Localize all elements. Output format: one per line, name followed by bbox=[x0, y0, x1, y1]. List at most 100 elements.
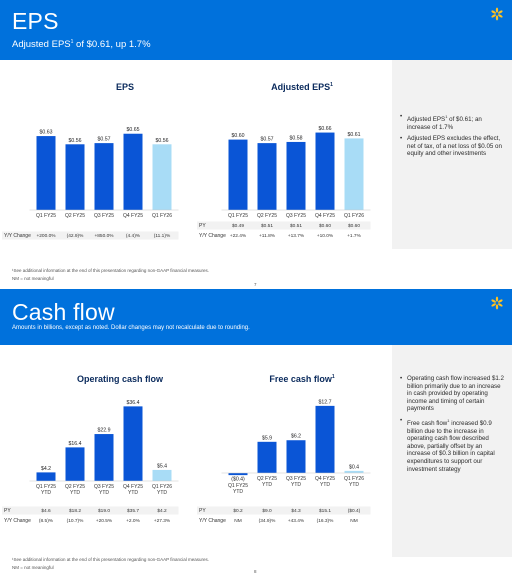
bullet-text: Free cash flow bbox=[407, 420, 448, 428]
table-cell: $19.0 bbox=[98, 508, 110, 514]
slide-subtitle: Amounts in billions, except as noted. Do… bbox=[12, 325, 250, 331]
bar bbox=[257, 143, 277, 210]
bar-value-label: $0.63 bbox=[40, 130, 53, 136]
bar bbox=[36, 136, 56, 210]
bar-value-label: ($0.4) bbox=[231, 477, 245, 483]
category-label: Q1 FY26 YTD bbox=[344, 476, 364, 488]
bar-value-label: $0.4 bbox=[349, 464, 359, 470]
bullet-text: Adjusted EPS bbox=[407, 116, 446, 124]
category-label: Q3 FY25 bbox=[94, 213, 114, 219]
slide-title: EPS bbox=[12, 8, 59, 34]
bullet-text: Operating cash flow increased $1.2 billi… bbox=[407, 375, 504, 413]
cash-flow-header: Cash flow bbox=[0, 289, 512, 345]
table-cell: $0.51 bbox=[290, 223, 302, 229]
bar-value-label: $22.9 bbox=[98, 428, 111, 434]
category-label: Q2 FY25 bbox=[65, 213, 85, 219]
bar-value-label: $5.4 bbox=[157, 463, 167, 469]
commentary-bullets: Adjusted EPS1 of $0.61; an increase of 1… bbox=[400, 113, 505, 162]
category-label: Q1 FY25 bbox=[36, 213, 56, 219]
nm-note: NM = not meaningful bbox=[12, 276, 54, 281]
category-label: Q3 FY25 bbox=[286, 213, 306, 219]
eps-header: EPS Adjusted EPS1 of $0.61, up 1.7% bbox=[0, 0, 512, 60]
eps-commentary-panel: Adjusted EPS1 of $0.61; an increase of 1… bbox=[392, 60, 512, 249]
commentary-bullet: Adjusted EPS1 of $0.61; an increase of 1… bbox=[400, 113, 505, 131]
category-label: Q1 FY26 bbox=[344, 213, 364, 219]
subtitle-text: of $0.61, up 1.7% bbox=[73, 39, 151, 51]
spark-petal bbox=[491, 299, 496, 303]
table-cell: $35.7 bbox=[127, 508, 139, 514]
table-cell: $0.60 bbox=[319, 223, 331, 229]
chart-title-text: Free cash flow bbox=[269, 374, 332, 384]
category-label: Q2 FY25 YTD bbox=[65, 484, 85, 496]
bar bbox=[152, 144, 172, 210]
eps-bar-chart: $0.63 Q1 FY25 $0.56 Q2 FY25 $0.57 Q3 FY25 $0.6… bbox=[2, 127, 179, 240]
table-row-background bbox=[2, 231, 179, 240]
bar bbox=[123, 133, 143, 210]
table-cell: +22.4% bbox=[230, 233, 247, 239]
table-row-background bbox=[197, 221, 371, 230]
table-row-label: Y/Y Change bbox=[4, 233, 31, 239]
table-row-background bbox=[197, 506, 371, 515]
table-cell: $4.2 bbox=[157, 508, 167, 514]
bar bbox=[344, 470, 364, 473]
bar bbox=[286, 141, 306, 210]
category-label: Q1 FY25 YTD bbox=[228, 483, 248, 495]
bar-value-label: $0.60 bbox=[232, 133, 245, 139]
table-cell: $0.49 bbox=[232, 223, 244, 229]
eps-slide: EPS Adjusted EPS1 of $0.61, up 1.7% EPS … bbox=[0, 0, 512, 289]
table-row-label: PY bbox=[199, 223, 206, 229]
bar-value-label: $0.66 bbox=[319, 126, 332, 132]
chart-title-text: EPS bbox=[115, 82, 134, 92]
bar-value-label: $0.56 bbox=[156, 138, 169, 144]
nm-note: NM = not meaningful bbox=[12, 565, 54, 570]
footnote-marker: 1 bbox=[445, 114, 448, 119]
spark-petal bbox=[495, 15, 499, 21]
operating-cash-flow-bar-chart: $4.2 Q1 FY25 YTD $16.4 Q2 FY25 YTD $22.9 Q3 FY2… bbox=[2, 400, 179, 525]
table-row-label: Y/Y Change bbox=[199, 518, 226, 524]
footnote-marker: 1 bbox=[447, 417, 450, 423]
category-label: Q2 FY25 YTD bbox=[257, 476, 277, 488]
spark-petal bbox=[491, 14, 496, 18]
footnote-marker: 1 bbox=[331, 374, 335, 380]
spark-petal bbox=[498, 299, 503, 303]
bar-value-label: $6.2 bbox=[291, 434, 301, 440]
table-cell: +27.3% bbox=[154, 518, 171, 524]
bar-value-label: $16.4 bbox=[69, 441, 82, 447]
table-cell: (16.3)% bbox=[317, 518, 335, 524]
chart-title-adjusted-eps: Adjusted EPS1 bbox=[232, 82, 372, 92]
bar bbox=[65, 447, 85, 481]
table-cell: +13.7% bbox=[288, 233, 305, 239]
bar-value-label: $0.57 bbox=[261, 137, 274, 143]
spark-logo-icon bbox=[491, 7, 503, 21]
table-cell: (34.9)% bbox=[259, 518, 277, 524]
footnote: ¹See additional information at the end o… bbox=[12, 268, 210, 273]
category-label: Q4 FY25 bbox=[123, 213, 143, 219]
slide-title: Cash flow bbox=[12, 299, 115, 325]
table-cell: $18.2 bbox=[69, 508, 81, 514]
category-label: Q1 FY26 YTD bbox=[152, 484, 172, 496]
spark-petal bbox=[491, 303, 496, 307]
bar bbox=[94, 434, 114, 481]
cash-flow-slide: Cash flow Amounts in billions, except as… bbox=[0, 289, 512, 574]
category-label: Q4 FY25 bbox=[315, 213, 335, 219]
bar bbox=[123, 406, 143, 481]
bar bbox=[228, 473, 248, 476]
category-label: Q1 FY26 bbox=[152, 213, 172, 219]
table-cell: +20.5% bbox=[96, 518, 113, 524]
cash-flow-commentary-panel: Operating cash flow increased $1.2 billi… bbox=[392, 345, 512, 557]
bullet-text: Adjusted EPS excludes the effect, net of… bbox=[407, 135, 502, 158]
table-cell: +11.8% bbox=[259, 233, 276, 239]
bar bbox=[315, 405, 335, 473]
table-row-label: PY bbox=[199, 508, 206, 514]
category-label: Q4 FY25 YTD bbox=[123, 484, 143, 496]
table-cell: +2.0% bbox=[126, 518, 140, 524]
table-cell: $0.51 bbox=[261, 223, 273, 229]
bar-value-label: $0.56 bbox=[69, 138, 82, 144]
table-cell: (4.4)% bbox=[126, 233, 141, 239]
chart-title-text: Operating cash flow bbox=[76, 374, 163, 384]
table-row-label: PY bbox=[4, 508, 11, 514]
category-label: Q3 FY25 YTD bbox=[94, 484, 114, 496]
spark-petal bbox=[495, 296, 499, 302]
slide-subtitle: Adjusted EPS1 of $0.61, up 1.7% bbox=[12, 39, 151, 50]
bullet-text: increased $0.9 billion due to the increa… bbox=[407, 420, 495, 473]
